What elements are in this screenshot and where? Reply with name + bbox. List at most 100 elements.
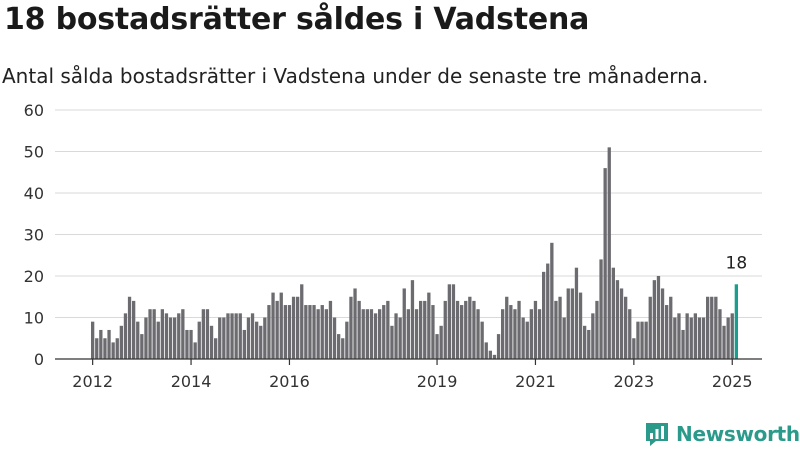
bar: [443, 300, 447, 359]
bar: [689, 317, 693, 359]
x-tick-label: 2021: [515, 372, 556, 391]
y-tick-label: 60: [24, 101, 44, 120]
bar: [591, 313, 595, 359]
bar: [107, 329, 111, 359]
bar: [550, 242, 554, 359]
bar: [353, 288, 357, 359]
bar: [230, 313, 234, 359]
y-tick-label: 0: [34, 350, 44, 369]
bar: [607, 147, 611, 359]
bar: [542, 271, 546, 359]
bar: [160, 309, 164, 359]
bar: [201, 309, 205, 359]
bar: [115, 338, 119, 359]
bar: [205, 309, 210, 359]
bars: [91, 147, 738, 359]
bar: [636, 321, 640, 359]
bar: [423, 300, 427, 359]
bar: [283, 305, 287, 359]
bar: [136, 321, 140, 359]
bar: [419, 300, 423, 359]
bar: [722, 325, 726, 359]
bar: [394, 313, 398, 359]
bar: [312, 305, 316, 359]
bar: [291, 296, 296, 359]
bar: [398, 317, 402, 359]
bar: [177, 313, 181, 359]
bar: [501, 309, 505, 359]
bar: [361, 309, 365, 359]
y-tick-label: 10: [24, 309, 44, 328]
bar: [693, 313, 697, 359]
bar: [250, 313, 255, 359]
bar: [706, 296, 710, 359]
bar: [181, 309, 185, 359]
bar: [357, 300, 361, 359]
bar: [390, 325, 394, 359]
bar: [111, 342, 115, 359]
bar: [324, 309, 328, 359]
bar: [525, 321, 529, 359]
bar: [710, 296, 714, 359]
bar: [193, 342, 197, 359]
y-tick-label: 30: [24, 226, 44, 245]
bar: [234, 313, 238, 359]
bar: [468, 296, 472, 359]
bar: [685, 313, 689, 359]
bar: [365, 309, 369, 359]
bar: [164, 313, 169, 359]
bar: [488, 350, 492, 359]
bar: [554, 300, 558, 359]
bar: [537, 309, 542, 359]
bar: [632, 338, 636, 359]
bar: [574, 267, 579, 359]
bar: [263, 317, 267, 359]
bar: [275, 300, 279, 359]
bar: [496, 334, 501, 359]
bar: [480, 321, 484, 359]
bar: [513, 309, 517, 359]
bar: [431, 305, 435, 359]
bar: [127, 296, 132, 359]
bar: [595, 300, 599, 359]
bar: [95, 338, 99, 359]
bar: [316, 309, 320, 359]
bar: [652, 280, 656, 359]
bar: [603, 168, 607, 359]
bar: [300, 284, 304, 359]
bar: [644, 321, 648, 359]
bar: [587, 329, 591, 359]
y-tick-label: 20: [24, 267, 44, 286]
bar: [533, 300, 538, 359]
x-tick-label: 2025: [712, 372, 753, 391]
bar: [521, 317, 525, 359]
bar: [320, 305, 324, 359]
brand-logo: Newsworthy: [644, 420, 800, 448]
bar: [189, 329, 193, 359]
bar: [132, 300, 136, 359]
bar: [255, 321, 259, 359]
bar: [558, 296, 562, 359]
bar: [337, 334, 341, 359]
bar: [144, 317, 148, 359]
bar: [656, 276, 661, 359]
bar: [222, 317, 226, 359]
bar: [714, 296, 718, 359]
bar: [669, 296, 673, 359]
bar: [271, 292, 275, 359]
bar: [214, 338, 218, 359]
bar: [103, 338, 107, 359]
bar: [410, 280, 415, 359]
bar: [665, 305, 669, 359]
bar: [99, 329, 103, 359]
bar: [529, 309, 533, 359]
bar: [570, 288, 574, 359]
bar: [648, 296, 652, 359]
bar: [562, 317, 566, 359]
bar: [640, 321, 644, 359]
bar: [402, 288, 406, 359]
bar: [152, 309, 156, 359]
bar: [681, 329, 685, 359]
bar: [406, 309, 410, 359]
